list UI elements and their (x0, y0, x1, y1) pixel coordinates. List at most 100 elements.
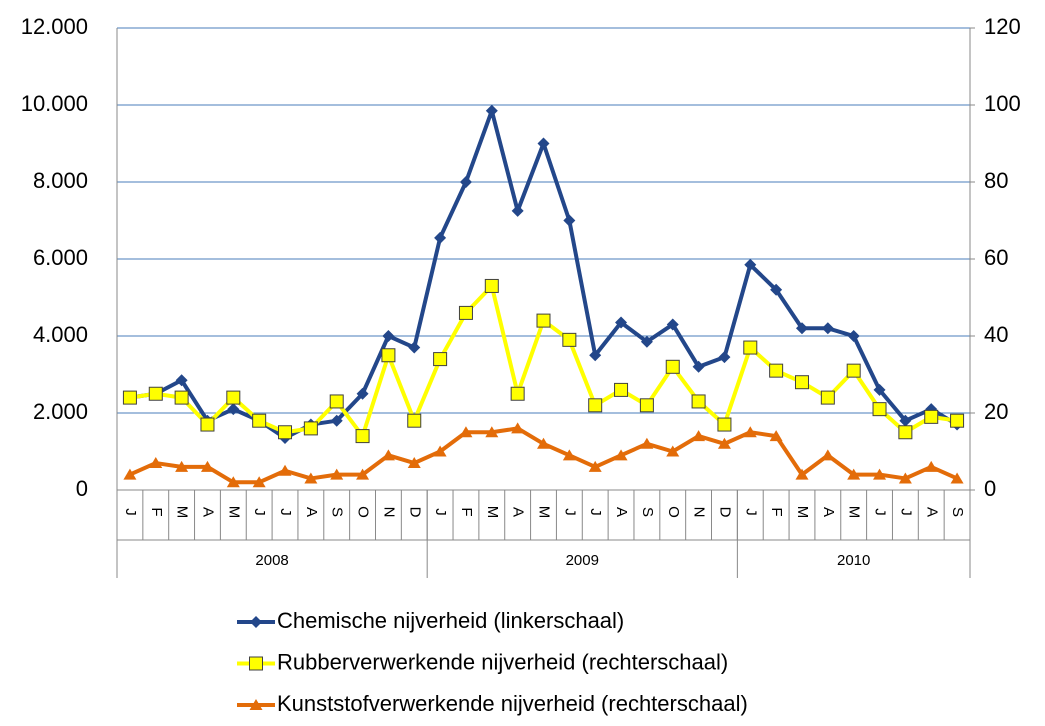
x-tick-label: M (484, 506, 501, 519)
y-tick-label: 4.000 (33, 322, 88, 347)
marker (846, 363, 861, 378)
x-tick-label: S (949, 507, 966, 517)
marker (459, 426, 473, 438)
marker (123, 468, 137, 480)
x-tick-label: J (432, 508, 449, 516)
x-tick-label: A (510, 507, 527, 517)
x-tick-label: N (380, 507, 397, 518)
marker (924, 409, 939, 424)
y2-tick-label: 120 (984, 14, 1021, 39)
marker (226, 476, 240, 488)
marker (562, 332, 577, 347)
marker (329, 394, 344, 409)
marker (794, 375, 809, 390)
x-tick-label: A (303, 507, 320, 517)
marker (330, 468, 344, 480)
marker (433, 445, 447, 457)
marker (252, 476, 266, 488)
marker (485, 426, 499, 438)
marker (589, 349, 602, 362)
group-label: 2009 (566, 552, 599, 569)
series-line (129, 108, 959, 441)
series-line (129, 426, 958, 485)
marker (434, 231, 447, 244)
marker (511, 422, 525, 434)
marker (847, 330, 860, 342)
marker (588, 398, 603, 413)
x-tick-label: M (174, 506, 191, 519)
marker (899, 414, 912, 427)
marker (278, 464, 292, 476)
marker (692, 430, 706, 442)
marker (717, 417, 732, 432)
marker (408, 341, 421, 354)
x-tick-label: O (355, 506, 372, 518)
marker (666, 318, 679, 331)
marker (795, 322, 808, 335)
marker (639, 398, 654, 413)
marker (252, 413, 267, 428)
x-tick-label: F (148, 507, 165, 516)
x-tick-label: J (742, 508, 759, 516)
marker (149, 457, 163, 469)
marker (873, 468, 887, 480)
legend-label: Kunststofverwerkende nijverheid (rechter… (277, 691, 748, 716)
marker (381, 449, 395, 461)
marker (382, 330, 395, 342)
y-tick-label: 12.000 (21, 14, 88, 39)
marker (588, 460, 602, 472)
x-tick-label: F (458, 507, 475, 516)
marker (692, 360, 705, 373)
marker (615, 316, 628, 329)
marker (200, 417, 215, 432)
marker (433, 352, 448, 367)
marker (510, 386, 525, 401)
marker (278, 425, 293, 440)
y2-tick-label: 80 (984, 168, 1008, 193)
marker (872, 402, 887, 417)
marker (924, 460, 938, 472)
series-line (129, 283, 958, 439)
marker (563, 214, 576, 227)
marker (640, 335, 653, 348)
marker (227, 403, 240, 416)
x-tick-label: J (897, 508, 914, 516)
marker (407, 457, 421, 469)
marker (666, 445, 680, 457)
x-tick-label: M (846, 506, 863, 519)
marker (330, 414, 343, 427)
x-tick-label: O (665, 506, 682, 518)
marker (303, 421, 318, 436)
marker (769, 430, 783, 442)
marker (821, 449, 835, 461)
marker (717, 437, 731, 449)
marker (381, 348, 396, 363)
marker (769, 363, 784, 378)
marker (950, 472, 964, 484)
marker (174, 390, 189, 405)
x-tick-label: J (872, 508, 889, 516)
y2-tick-label: 40 (984, 322, 1008, 347)
marker (821, 322, 834, 335)
marker (770, 283, 783, 296)
x-tick-label: D (716, 507, 733, 518)
x-tick-label: M (794, 506, 811, 519)
marker (536, 313, 551, 328)
marker (356, 468, 370, 480)
x-tick-label: M (536, 506, 553, 519)
marker (873, 383, 886, 396)
marker (459, 176, 472, 188)
marker (122, 390, 137, 405)
x-tick-label: J (587, 508, 604, 516)
y-tick-label: 8.000 (33, 168, 88, 193)
marker (898, 472, 912, 484)
legend-marker (249, 699, 263, 710)
y-tick-label: 0 (76, 476, 88, 501)
marker (511, 204, 524, 217)
marker (898, 425, 913, 440)
marker (743, 340, 758, 355)
legend-label: Rubberverwerkende nijverheid (rechtersch… (277, 649, 728, 674)
x-tick-label: J (561, 508, 578, 516)
x-tick-label: A (820, 507, 837, 517)
x-tick-label: A (923, 507, 940, 517)
